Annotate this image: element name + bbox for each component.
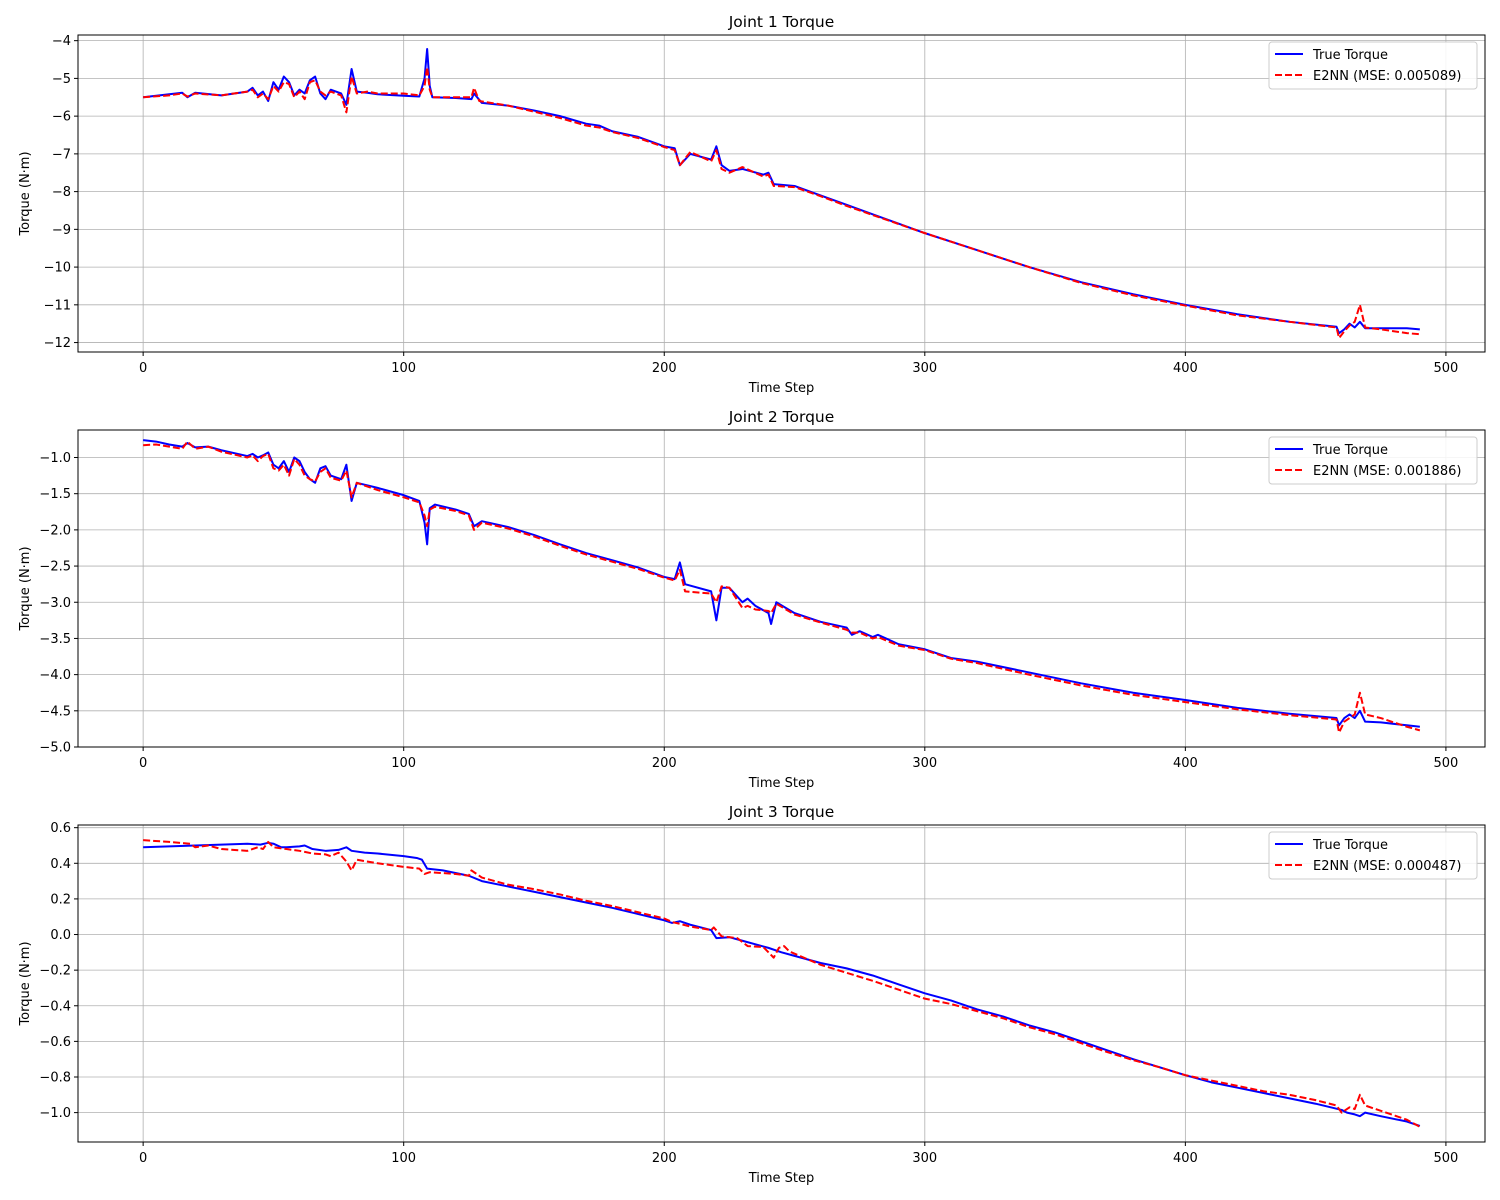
x-tick-label: 200 [652,361,677,376]
x-axis-label: Time Step [748,776,815,791]
legend-box [1268,41,1478,90]
x-tick-label: 200 [652,1151,677,1166]
legend-label: E2NN (MSE: 0.000487) [1313,859,1461,874]
legend: True Torque E2NN (MSE: 0.000487) [1268,831,1478,880]
y-tick-label: 0.6 [50,821,71,836]
y-axis-label: Torque (N·m) [18,941,33,1026]
x-tick-label: 100 [391,1151,416,1166]
x-tick-label: 0 [139,1151,147,1166]
chart-title: Joint 3 Torque [728,803,835,821]
chart-panel-3: 0 100 200 300 400 500 −1.0 −0.8 −0.6 −0.4 −0.2 0.0 0… [18,803,1486,1186]
chart-panel-2: 0 100 200 300 400 500 −5.0 −4.5 −4.0 −3.5 −3.0 −2.5… [18,408,1486,791]
x-tick-label: 500 [1434,361,1459,376]
legend-label: E2NN (MSE: 0.005089) [1313,69,1461,84]
y-tick-label: −2.0 [39,523,71,538]
x-tick-label: 400 [1173,756,1198,771]
legend: True Torque E2NN (MSE: 0.001886) [1268,436,1478,485]
y-tick-label: −5 [52,72,71,87]
x-tick-label: 300 [912,1151,937,1166]
chart-panel-1: 0 100 200 300 400 500 −12 −11 −10 −9 −8 −7 −6 −5 −4 Joi… [18,13,1486,396]
x-tick-label: 300 [912,756,937,771]
y-tick-label: −1.5 [39,487,71,502]
legend-label: E2NN (MSE: 0.001886) [1313,464,1461,479]
y-tick-label: −0.6 [39,1035,71,1050]
axes-frame [77,34,1486,353]
y-tick-label: −5.0 [39,741,71,756]
y-axis-label: Torque (N·m) [18,151,33,236]
y-tick-label: −0.8 [39,1070,71,1085]
legend: True Torque E2NN (MSE: 0.005089) [1268,41,1478,90]
y-tick-label: −11 [44,298,71,313]
y-tick-label: −3.0 [39,596,71,611]
y-tick-label: −7 [52,147,71,162]
x-tick-label: 0 [139,756,147,771]
chart-title: Joint 2 Torque [728,408,835,426]
axes-frame [77,429,1486,748]
y-tick-label: −2.5 [39,560,71,575]
y-axis-label: Torque (N·m) [18,546,33,631]
x-tick-label: 100 [391,756,416,771]
legend-label: True Torque [1312,443,1388,458]
legend-label: True Torque [1312,48,1388,63]
y-tick-label: −1.0 [39,451,71,466]
legend-label: True Torque [1312,838,1388,853]
y-tick-label: −0.4 [39,999,71,1014]
x-tick-label: 100 [391,361,416,376]
series-line-e2nn [143,66,1420,340]
legend-box [1268,831,1478,880]
axes-frame [77,824,1486,1143]
y-tick-label: 0.2 [50,892,71,907]
y-tick-label: −4 [52,34,71,49]
series-line-e2nn [143,839,1421,1128]
x-tick-label: 500 [1434,1151,1459,1166]
y-tick-label: −0.2 [39,964,71,979]
y-tick-label: −4.5 [39,704,71,719]
y-tick-label: −10 [44,261,71,276]
series-line-true-torque [143,841,1421,1127]
x-tick-label: 500 [1434,756,1459,771]
y-tick-label: −3.5 [39,632,71,647]
y-tick-label: −9 [52,223,71,238]
y-tick-label: −6 [52,110,71,125]
x-tick-label: 0 [139,361,147,376]
series-line-true-torque [143,439,1420,728]
y-tick-label: −8 [52,185,71,200]
x-tick-label: 200 [652,756,677,771]
y-tick-label: 0.4 [50,857,71,872]
series-line-e2nn [143,440,1421,734]
x-tick-label: 400 [1173,361,1198,376]
y-tick-label: −1.0 [39,1106,71,1121]
chart-title: Joint 1 Torque [728,13,835,31]
y-tick-label: −4.0 [39,668,71,683]
y-tick-label: 0.0 [50,928,71,943]
legend-box [1268,436,1478,485]
x-tick-label: 400 [1173,1151,1198,1166]
y-tick-label: −12 [44,336,71,351]
x-tick-label: 300 [912,361,937,376]
x-axis-label: Time Step [748,1171,815,1186]
x-axis-label: Time Step [748,381,815,396]
series-line-true-torque [143,47,1420,335]
